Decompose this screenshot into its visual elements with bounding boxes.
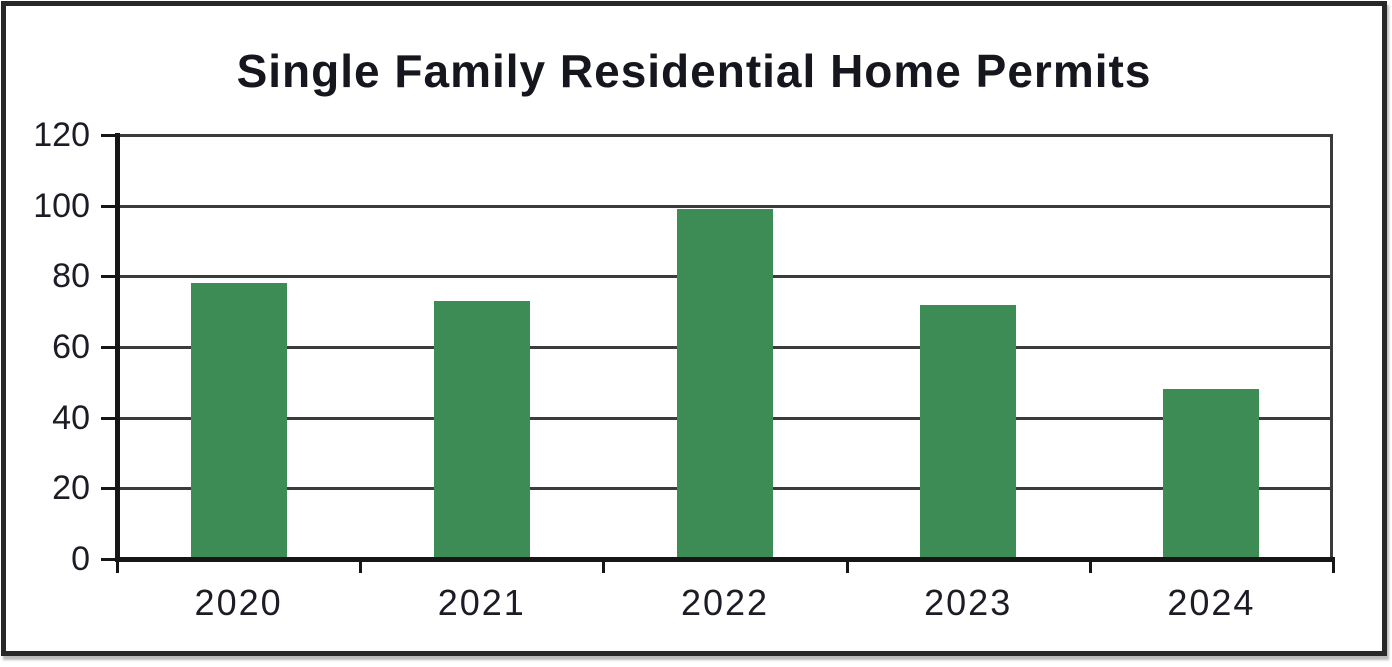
- plot-right-border: [1330, 135, 1333, 559]
- x-axis-label-2021: 2021: [437, 582, 526, 623]
- x-axis-line: [115, 557, 1335, 562]
- x-tick-mark-2: [602, 559, 606, 573]
- y-tick-mark-80: [101, 275, 115, 279]
- bar-2022: [677, 209, 773, 559]
- chart-title: Single Family Residential Home Permits: [236, 45, 1152, 97]
- x-tick-mark-4: [1088, 559, 1092, 573]
- gridline-120: [117, 134, 1333, 137]
- gridline-100: [117, 204, 1333, 208]
- y-tick-mark-100: [101, 204, 115, 208]
- y-tick-label-100: 100: [33, 186, 90, 225]
- x-tick-mark-0: [116, 559, 119, 573]
- bar-2024: [1163, 389, 1260, 559]
- x-axis-label-2020: 2020: [194, 582, 283, 623]
- y-tick-mark-60: [101, 346, 115, 349]
- x-tick-mark-5: [1332, 559, 1335, 573]
- x-tick-mark-3: [845, 559, 849, 573]
- y-tick-label-60: 60: [52, 328, 90, 366]
- x-axis-label-2024: 2024: [1167, 582, 1256, 623]
- x-axis-label-2022: 2022: [680, 582, 770, 623]
- y-tick-label-120: 120: [33, 116, 90, 154]
- y-tick-label-80: 80: [52, 257, 90, 296]
- bar-2020: [190, 283, 287, 559]
- y-axis-line: [115, 133, 120, 561]
- y-tick-label-40: 40: [52, 398, 90, 437]
- y-tick-mark-0: [101, 558, 115, 561]
- y-tick-label-0: 0: [71, 540, 90, 578]
- x-axis-label-2023: 2023: [924, 582, 1013, 623]
- y-tick-mark-40: [101, 416, 115, 420]
- bar-2023: [920, 304, 1017, 559]
- y-tick-mark-120: [101, 134, 115, 137]
- x-tick-mark-1: [359, 559, 363, 573]
- y-tick-label-20: 20: [52, 469, 90, 508]
- bar-2021: [433, 301, 530, 559]
- y-tick-mark-20: [101, 487, 115, 491]
